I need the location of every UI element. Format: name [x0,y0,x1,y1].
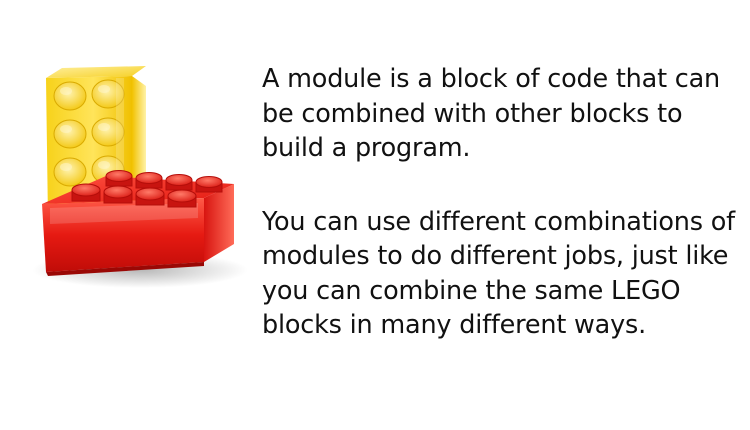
slide-text: A module is a block of code that can be … [262,62,738,343]
module-combination-paragraph: You can use different combinations of mo… [262,206,735,341]
module-definition-paragraph: A module is a block of code that can be … [262,64,720,163]
lego-bricks-icon [32,66,248,288]
